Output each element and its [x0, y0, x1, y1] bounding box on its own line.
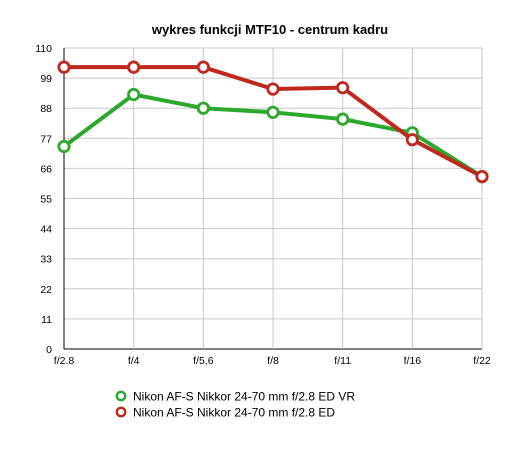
- x-tick-label: f/5,6: [193, 355, 214, 367]
- chart-title: wykres funkcji MTF10 - centrum kadru: [151, 22, 388, 37]
- legend-marker: [115, 406, 127, 418]
- data-point: [127, 60, 141, 74]
- y-tick-labels: 0 11 22 33 44 55 66 77 88 99 110: [35, 43, 52, 356]
- data-point: [57, 139, 71, 154]
- legend-label: Nikon AF-S Nikkor 24-70 mm f/2.8 ED VR: [133, 390, 355, 404]
- data-point: [196, 101, 210, 115]
- series-2: [57, 60, 489, 184]
- data-point: [336, 81, 350, 95]
- x-tick-label: f/22: [473, 355, 491, 367]
- legend-label: Nikon AF-S Nikkor 24-70 mm f/2.8 ED: [133, 406, 335, 420]
- y-tick-label: 66: [40, 163, 52, 175]
- y-tick-label: 0: [46, 344, 52, 356]
- y-tick-label: 33: [40, 254, 52, 266]
- y-tick-label: 110: [35, 43, 52, 55]
- x-tick-label: f/4: [128, 355, 140, 367]
- data-point: [475, 170, 489, 184]
- legend-entry: Nikon AF-S Nikkor 24-70 mm f/2.8 ED VR: [115, 390, 355, 404]
- data-point: [266, 105, 280, 119]
- data-point: [196, 60, 210, 74]
- y-tick-label: 99: [40, 73, 52, 85]
- data-point: [405, 133, 419, 147]
- grid-layer: [63, 47, 483, 350]
- y-tick-label: 77: [40, 133, 52, 145]
- x-tick-labels: f/2.8 f/4 f/5,6 f/8 f/11 f/16 f/22: [54, 355, 491, 367]
- data-point: [57, 60, 71, 74]
- series-layer: [57, 60, 489, 184]
- y-tick-label: 88: [40, 103, 52, 115]
- x-tick-label: f/11: [334, 355, 351, 367]
- data-point: [127, 87, 141, 102]
- y-tick-label: 11: [41, 314, 52, 326]
- legend-marker: [115, 390, 127, 402]
- data-point: [336, 112, 350, 126]
- x-tick-label: f/8: [267, 355, 279, 367]
- data-point: [266, 82, 280, 96]
- y-tick-label: 22: [40, 284, 52, 296]
- x-tick-label: f/2.8: [54, 355, 75, 367]
- y-tick-label: 44: [40, 224, 52, 236]
- legend-entry: Nikon AF-S Nikkor 24-70 mm f/2.8 ED: [115, 406, 335, 420]
- legend: Nikon AF-S Nikkor 24-70 mm f/2.8 ED VR Ni…: [115, 390, 355, 420]
- x-tick-label: f/16: [404, 355, 422, 367]
- y-tick-label: 55: [40, 194, 52, 206]
